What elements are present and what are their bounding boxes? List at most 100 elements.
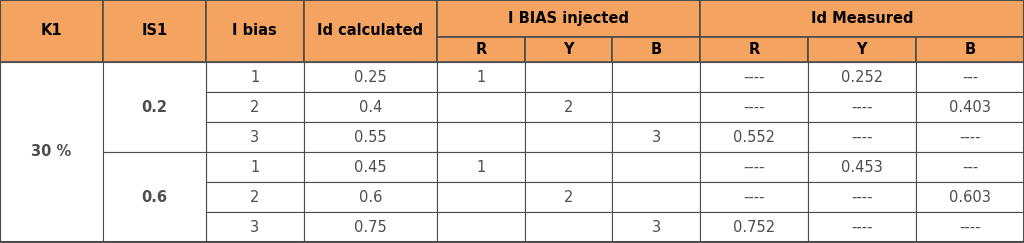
Bar [437, 92, 525, 122]
Text: B: B [965, 42, 976, 57]
Bar [699, 182, 808, 212]
Bar [103, 0, 206, 62]
Text: ----: ---- [743, 69, 765, 85]
Text: ----: ---- [959, 219, 981, 234]
Bar [0, 152, 103, 182]
Text: 0.552: 0.552 [733, 130, 775, 145]
Bar [808, 37, 915, 62]
Bar [915, 92, 1024, 122]
Bar [437, 37, 525, 62]
Bar [699, 92, 808, 122]
Bar [915, 62, 1024, 92]
Text: 30 %: 30 % [32, 145, 72, 159]
Bar [525, 37, 612, 62]
Text: Y: Y [563, 42, 573, 57]
Bar [103, 92, 206, 122]
Bar [0, 212, 103, 242]
Text: Id calculated: Id calculated [317, 24, 424, 38]
Bar [808, 62, 915, 92]
Bar [612, 152, 699, 182]
Bar [437, 212, 525, 242]
Text: 2: 2 [250, 99, 259, 114]
Bar [206, 212, 303, 242]
Bar [303, 212, 437, 242]
Text: 0.4: 0.4 [358, 99, 382, 114]
Bar [915, 122, 1024, 152]
Text: 3: 3 [651, 219, 660, 234]
Bar [0, 62, 103, 242]
Bar [699, 0, 1024, 37]
Text: 0.453: 0.453 [841, 159, 883, 174]
Text: 3: 3 [250, 130, 259, 145]
Text: 2: 2 [564, 99, 573, 114]
Text: 0.403: 0.403 [949, 99, 991, 114]
Bar [303, 152, 437, 182]
Text: ---: --- [962, 69, 978, 85]
Bar [206, 182, 303, 212]
Text: 1: 1 [250, 69, 259, 85]
Bar [103, 212, 206, 242]
Bar [612, 212, 699, 242]
Text: Id Measured: Id Measured [811, 11, 913, 26]
Text: 3: 3 [651, 130, 660, 145]
Bar [808, 182, 915, 212]
Text: R: R [749, 42, 760, 57]
Text: ----: ---- [743, 99, 765, 114]
Bar [303, 0, 437, 62]
Bar [437, 152, 525, 182]
Text: I BIAS injected: I BIAS injected [508, 11, 629, 26]
Bar [437, 122, 525, 152]
Bar [699, 122, 808, 152]
Bar [699, 37, 808, 62]
Bar [525, 62, 612, 92]
Bar [525, 212, 612, 242]
Bar [699, 152, 808, 182]
Bar [525, 182, 612, 212]
Text: 3: 3 [250, 219, 259, 234]
Bar [437, 182, 525, 212]
Text: 1: 1 [476, 69, 485, 85]
Bar [612, 92, 699, 122]
Bar [103, 152, 206, 242]
Text: I bias: I bias [232, 24, 278, 38]
Bar [206, 0, 303, 62]
Text: 0.603: 0.603 [949, 190, 991, 205]
Bar [612, 62, 699, 92]
Bar [103, 152, 206, 182]
Text: ----: ---- [851, 219, 872, 234]
Text: ----: ---- [851, 190, 872, 205]
Text: ----: ---- [851, 130, 872, 145]
Text: 0.6: 0.6 [358, 190, 382, 205]
Bar [303, 122, 437, 152]
Bar [915, 182, 1024, 212]
Bar [699, 212, 808, 242]
Text: K1: K1 [41, 24, 62, 38]
Text: 1: 1 [250, 159, 259, 174]
Text: R: R [475, 42, 486, 57]
Text: Y: Y [857, 42, 867, 57]
Text: 0.252: 0.252 [841, 69, 883, 85]
Text: 1: 1 [476, 159, 485, 174]
Text: ----: ---- [851, 99, 872, 114]
Bar [699, 62, 808, 92]
Bar [0, 62, 103, 92]
Text: 0.45: 0.45 [354, 159, 387, 174]
Bar [0, 122, 103, 152]
Bar [808, 122, 915, 152]
Bar [0, 182, 103, 212]
Text: ---: --- [962, 159, 978, 174]
Bar [915, 212, 1024, 242]
Bar [103, 182, 206, 212]
Bar [808, 152, 915, 182]
Bar [303, 92, 437, 122]
Text: 0.75: 0.75 [354, 219, 387, 234]
Bar [303, 62, 437, 92]
Bar [915, 37, 1024, 62]
Bar [612, 37, 699, 62]
Text: 0.55: 0.55 [354, 130, 387, 145]
Text: ----: ---- [743, 159, 765, 174]
Text: 0.752: 0.752 [733, 219, 775, 234]
Text: 0.25: 0.25 [354, 69, 387, 85]
Bar [103, 62, 206, 152]
Text: IS1: IS1 [141, 24, 168, 38]
